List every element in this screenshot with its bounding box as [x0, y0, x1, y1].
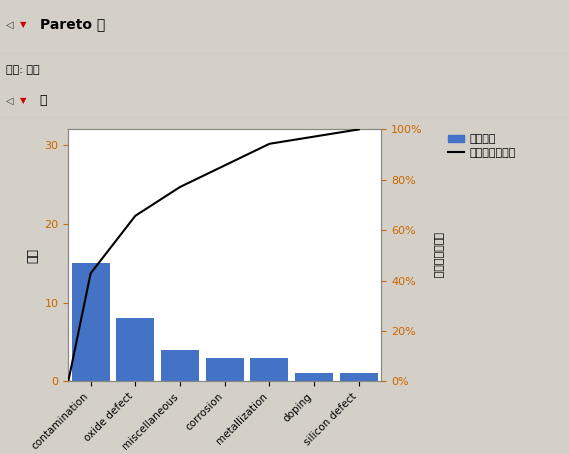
Bar [116, 318, 154, 381]
Text: ▼: ▼ [20, 96, 26, 105]
Y-axis label: 累积百分比曲线: 累积百分比曲线 [432, 232, 442, 279]
Bar [250, 358, 288, 381]
Bar [72, 263, 110, 381]
Bar [340, 374, 378, 381]
Text: 图: 图 [40, 94, 47, 107]
Bar [206, 358, 244, 381]
Bar [161, 350, 199, 381]
Text: ◁: ◁ [6, 20, 13, 30]
Text: ▼: ▼ [20, 20, 26, 29]
Y-axis label: 计数: 计数 [26, 248, 39, 263]
Text: 频数: 数量: 频数: 数量 [6, 65, 39, 75]
Text: Pareto 图: Pareto 图 [40, 18, 105, 31]
Legend: 全部原因, 累积百分比曲线: 全部原因, 累积百分比曲线 [443, 130, 521, 162]
Bar [295, 374, 333, 381]
Text: ◁: ◁ [6, 95, 13, 106]
